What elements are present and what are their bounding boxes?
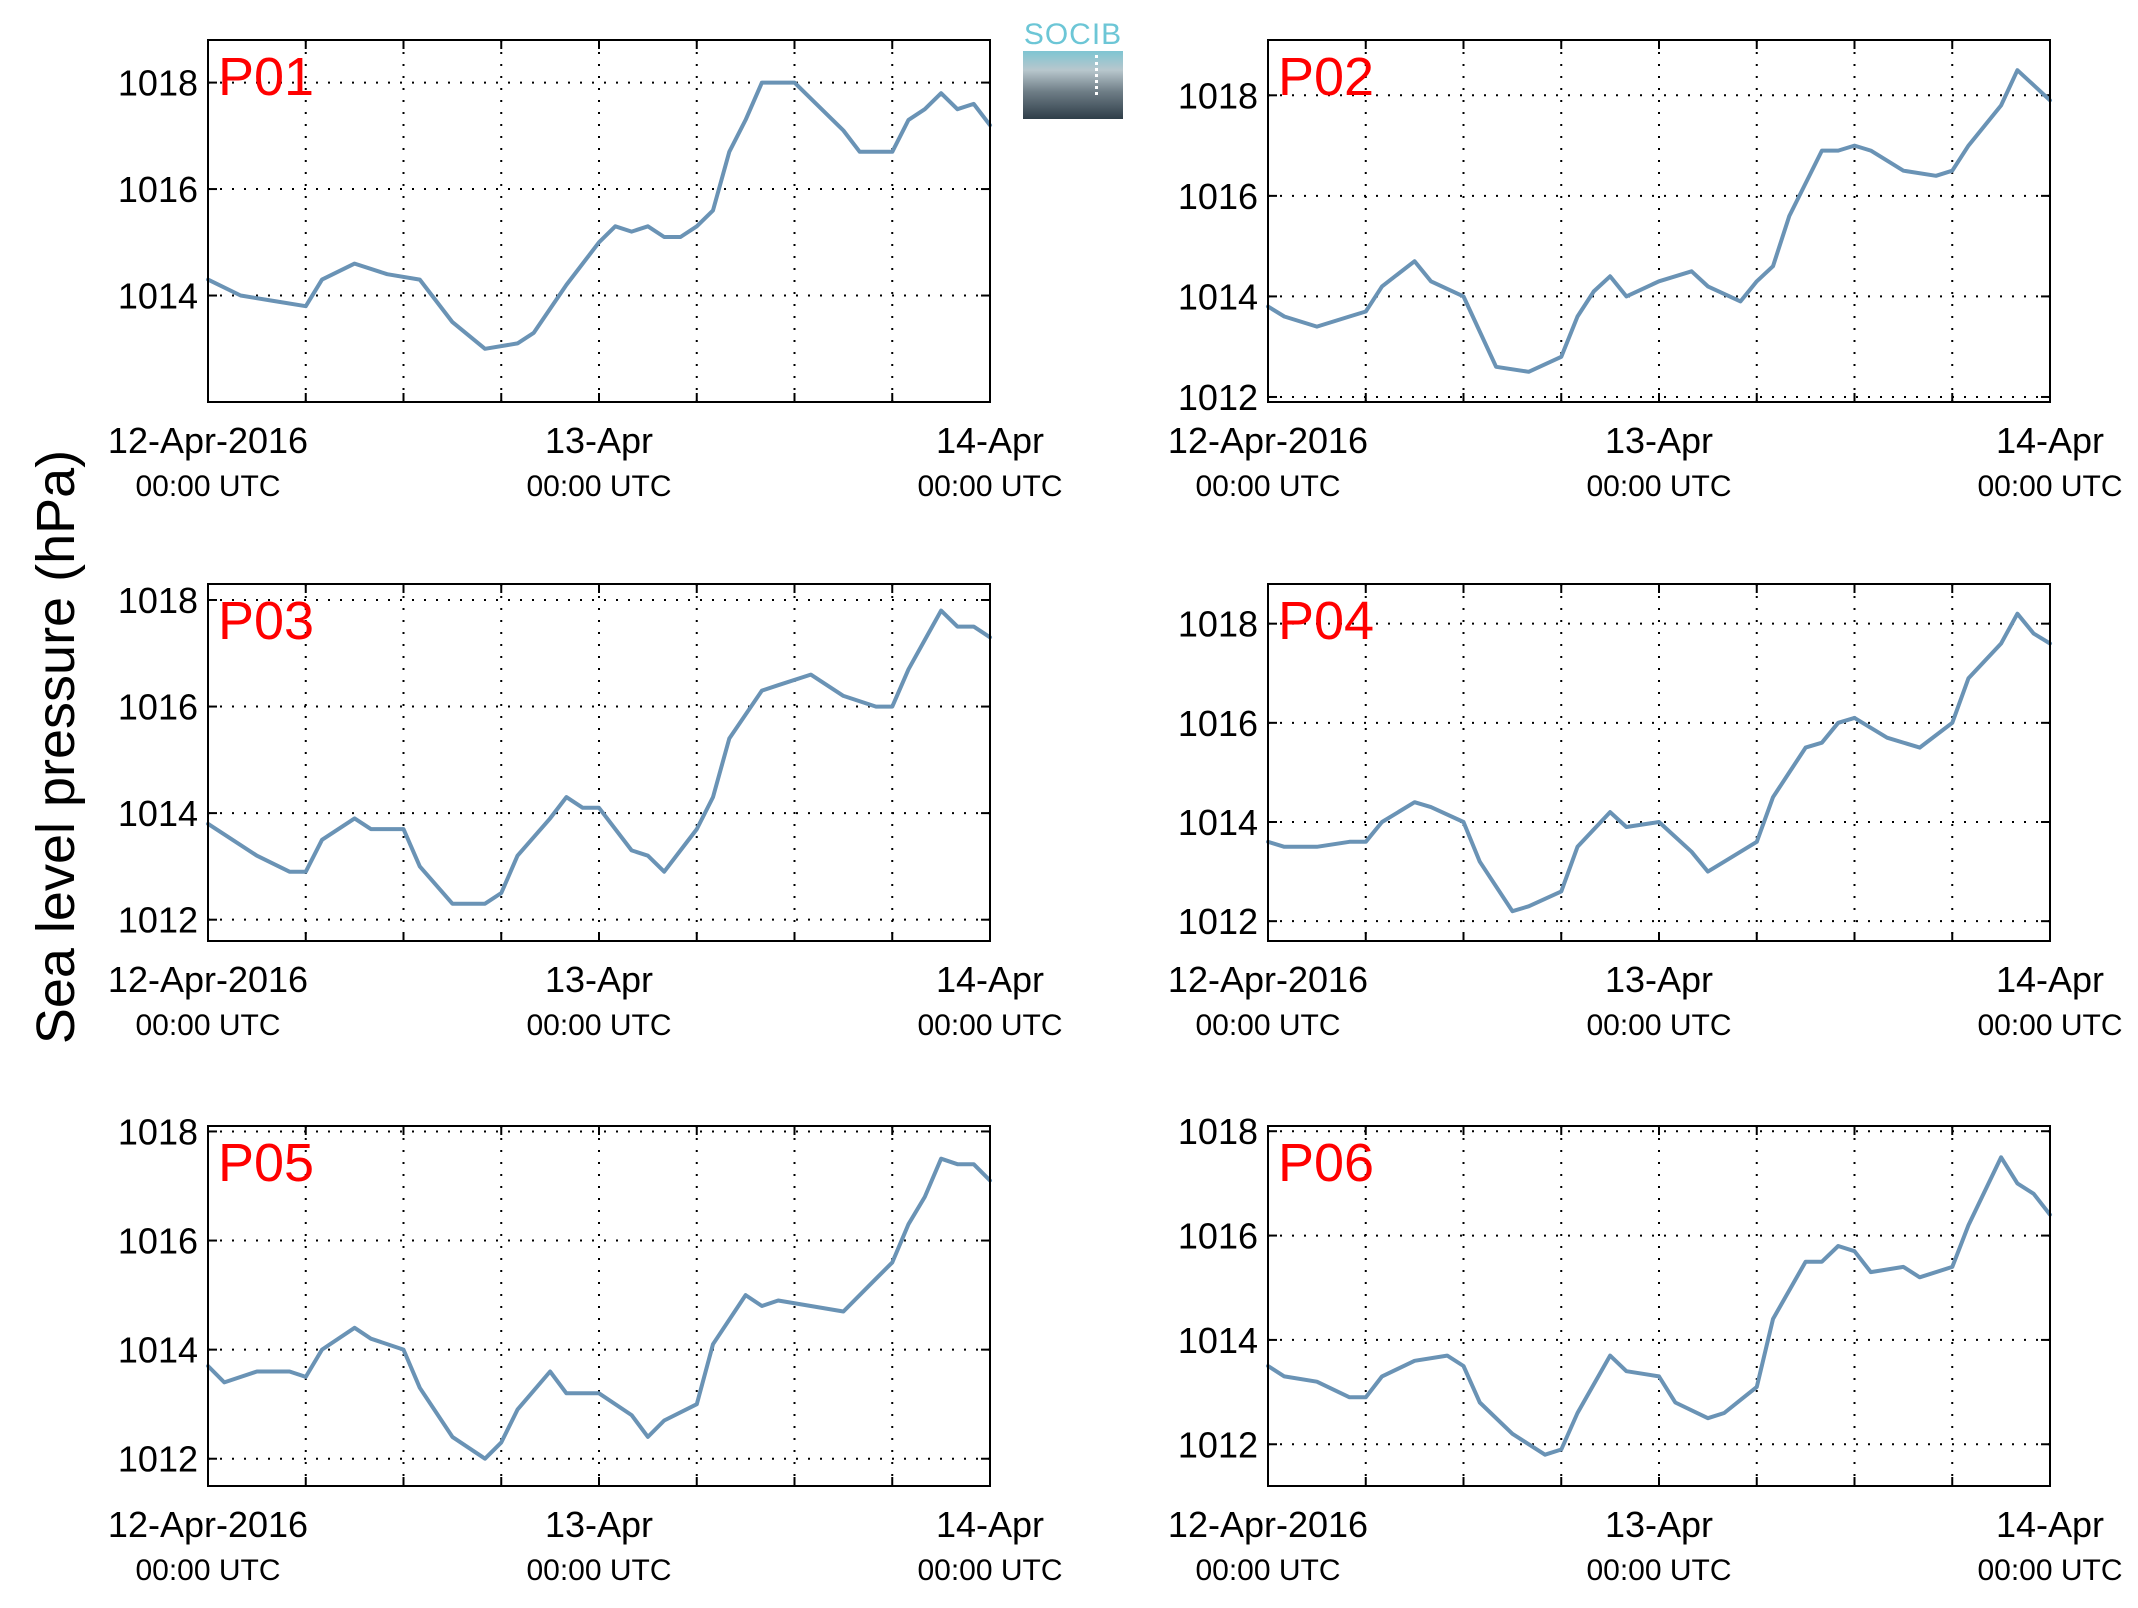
y-tick-label: 1012: [1178, 901, 1258, 942]
pressure-series-line: [206, 1156, 992, 1461]
axes-frame: [207, 1125, 991, 1487]
x-tick-label-date: 12-Apr-2016: [1168, 1504, 1368, 1545]
x-tick-label-time: 00:00 UTC: [917, 470, 1062, 503]
x-tick-label-time: 00:00 UTC: [1977, 1554, 2122, 1587]
x-tick-label-date: 14-Apr: [1996, 1504, 2104, 1545]
y-tick-label: 1014: [118, 793, 198, 834]
panel-p01: 1014 1016 1018 P01 12-Apr-2016 00:00 UTC 13-Ap…: [108, 39, 1063, 503]
y-tick-label: 1016: [118, 687, 198, 728]
x-tick-label-time: 00:00 UTC: [1195, 1009, 1340, 1042]
x-tick-label-time: 00:00 UTC: [917, 1554, 1062, 1587]
y-tick-label: 1018: [118, 1111, 198, 1152]
y-tick-label: 1012: [1178, 377, 1258, 418]
x-tick-label-date: 12-Apr-2016: [108, 959, 308, 1000]
y-tick-label: 1014: [118, 1330, 198, 1371]
y-tick-label: 1014: [1178, 1320, 1258, 1361]
x-tick-label-time: 00:00 UTC: [1977, 1009, 2122, 1042]
x-tick-label-date: 13-Apr: [1605, 1504, 1713, 1545]
x-tick-label-date: 14-Apr: [1996, 420, 2104, 461]
x-tick-label-date: 13-Apr: [545, 420, 653, 461]
pressure-series-line: [1266, 1155, 2052, 1457]
x-tick-label-date: 12-Apr-2016: [108, 420, 308, 461]
x-tick-label-time: 00:00 UTC: [917, 1009, 1062, 1042]
y-tick-label: 1012: [118, 1439, 198, 1480]
y-tick-label: 1018: [118, 580, 198, 621]
x-tick-label-time: 00:00 UTC: [1586, 1009, 1731, 1042]
y-axis-label: Sea level pressure (hPa): [26, 449, 86, 1045]
panel-label: P04: [1278, 591, 1374, 651]
x-tick-label-time: 00:00 UTC: [1586, 1554, 1731, 1587]
panel-label: P05: [218, 1133, 314, 1193]
panel-label: P01: [218, 47, 314, 107]
panel-label: P03: [218, 591, 314, 651]
x-tick-label-time: 00:00 UTC: [1195, 1554, 1340, 1587]
panel-p02: 1012 1014 1016 1018 P02 12-Apr-2016 00:00 UTC 1…: [1168, 39, 2123, 503]
pressure-series-line: [1266, 68, 2052, 374]
x-tick-label-time: 00:00 UTC: [526, 1554, 671, 1587]
axes-frame: [1267, 1125, 2051, 1487]
y-tick-label: 1016: [1178, 703, 1258, 744]
y-tick-label: 1018: [1178, 604, 1258, 645]
x-tick-label-date: 12-Apr-2016: [1168, 420, 1368, 461]
pressure-series-line: [206, 80, 992, 351]
y-tick-label: 1018: [1178, 75, 1258, 116]
panel-p06: 1012 1014 1016 1018 P06 12-Apr-2016 00:00 UTC 1…: [1168, 1111, 2123, 1587]
panel-p03: 1012 1014 1016 1018 P03 12-Apr-2016 00:00 UTC 1…: [108, 580, 1063, 1042]
y-tick-label: 1014: [1178, 276, 1258, 317]
y-tick-label: 1014: [1178, 802, 1258, 843]
logo-text: SOCIB: [1023, 18, 1123, 51]
y-tick-label: 1018: [118, 63, 198, 104]
y-tick-label: 1016: [118, 1221, 198, 1262]
x-tick-label-date: 13-Apr: [1605, 420, 1713, 461]
x-tick-label-date: 12-Apr-2016: [108, 1504, 308, 1545]
socib-logo: SOCIB: [1023, 19, 1123, 119]
x-tick-label-date: 14-Apr: [1996, 959, 2104, 1000]
x-tick-label-date: 14-Apr: [936, 959, 1044, 1000]
x-tick-label-time: 00:00 UTC: [135, 1554, 280, 1587]
y-tick-label: 1016: [1178, 176, 1258, 217]
axes-frame: [1267, 583, 2051, 942]
y-tick-label: 1016: [1178, 1216, 1258, 1257]
x-tick-label-time: 00:00 UTC: [1977, 470, 2122, 503]
x-tick-label-date: 14-Apr: [936, 420, 1044, 461]
y-tick-label: 1018: [1178, 1111, 1258, 1152]
panel-p05: 1012 1014 1016 1018 P05 12-Apr-2016 00:00 UTC 1…: [108, 1111, 1063, 1587]
x-tick-label-time: 00:00 UTC: [1586, 470, 1731, 503]
x-tick-label-date: 13-Apr: [1605, 959, 1713, 1000]
x-tick-label-date: 14-Apr: [936, 1504, 1044, 1545]
x-tick-label-date: 13-Apr: [545, 959, 653, 1000]
x-tick-label-time: 00:00 UTC: [526, 1009, 671, 1042]
pressure-series-line: [206, 608, 992, 906]
axes-frame: [1267, 39, 2051, 403]
pressure-series-line: [1266, 611, 2052, 914]
x-tick-label-time: 00:00 UTC: [135, 470, 280, 503]
x-tick-label-date: 12-Apr-2016: [1168, 959, 1368, 1000]
y-tick-label: 1012: [1178, 1424, 1258, 1465]
y-tick-label: 1014: [118, 276, 198, 317]
y-tick-label: 1016: [118, 169, 198, 210]
x-tick-label-time: 00:00 UTC: [1195, 470, 1340, 503]
y-tick-label: 1012: [118, 900, 198, 941]
logo-marker: [1095, 55, 1098, 95]
axes-frame: [207, 39, 991, 403]
x-tick-label-time: 00:00 UTC: [135, 1009, 280, 1042]
panel-p04: 1012 1014 1016 1018 P04 12-Apr-2016 00:00 UTC 1…: [1168, 583, 2123, 1042]
axes-frame: [207, 583, 991, 942]
x-tick-label-date: 13-Apr: [545, 1504, 653, 1545]
panel-label: P06: [1278, 1133, 1374, 1193]
x-tick-label-time: 00:00 UTC: [526, 470, 671, 503]
logo-graphic: [1023, 51, 1123, 119]
panel-label: P02: [1278, 47, 1374, 107]
